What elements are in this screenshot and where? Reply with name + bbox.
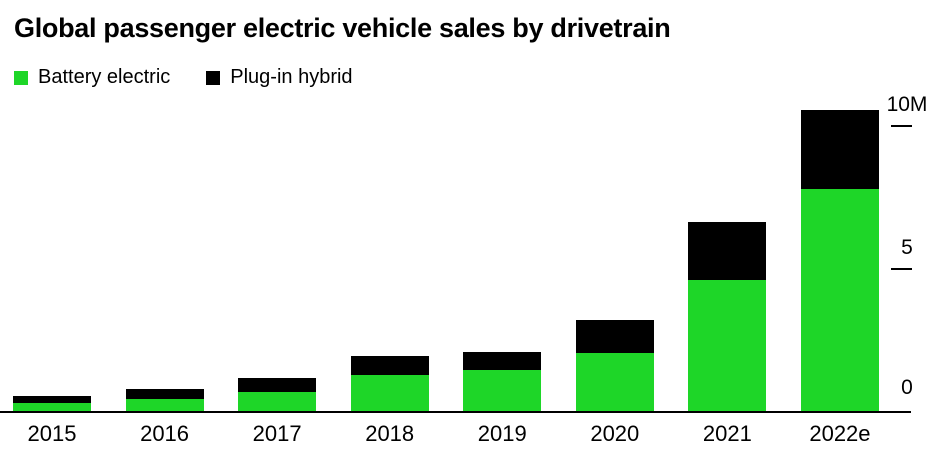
- bar-2021: [688, 222, 767, 412]
- bar-segment-battery-electric: [463, 370, 542, 412]
- bar-segment-battery-electric: [688, 279, 767, 412]
- bar-segment-battery-electric: [13, 403, 91, 412]
- legend-swatch-battery-electric-icon: [14, 70, 28, 85]
- legend-item-battery-electric: Battery electric: [14, 66, 170, 89]
- chart-title: Global passenger electric vehicle sales …: [14, 13, 671, 43]
- bar-segment-battery-electric: [800, 189, 879, 412]
- y-tick-label-5: 5: [901, 236, 913, 260]
- x-tick-label-2017: 2017: [252, 421, 302, 446]
- bar-segment-plug-in-hybrid: [125, 389, 204, 400]
- bar-2016: [125, 389, 204, 412]
- bar-2017: [238, 377, 317, 412]
- bar-segment-battery-electric: [350, 374, 429, 412]
- y-tick-label-10M: 10M: [886, 92, 928, 116]
- bar-segment-plug-in-hybrid: [800, 110, 879, 190]
- bar-2015: [13, 396, 91, 412]
- x-tick-label-2021: 2021: [702, 421, 752, 446]
- bar-2019: [463, 351, 542, 412]
- x-tick-label-2020: 2020: [590, 421, 640, 446]
- bar-2018: [350, 355, 429, 412]
- bar-segment-battery-electric: [575, 353, 654, 412]
- bar-segment-plug-in-hybrid: [688, 222, 767, 280]
- x-axis-line: [0, 411, 911, 413]
- x-tick-label-2019: 2019: [477, 421, 527, 446]
- bar-segment-plug-in-hybrid: [350, 355, 429, 375]
- x-tick-label-2016: 2016: [140, 421, 190, 446]
- x-tick-label-2015: 2015: [27, 421, 77, 446]
- bar-segment-battery-electric: [238, 391, 317, 412]
- bar-2022e: [800, 110, 879, 412]
- x-tick-label-2018: 2018: [365, 421, 415, 446]
- legend: Battery electric Plug-in hybrid: [14, 66, 353, 89]
- x-axis-labels: 2015 2016 2017 2018 2019 2020 2021 2022e: [13, 421, 879, 447]
- y-tick-mark-10M: [891, 124, 912, 127]
- legend-label-plug-in-hybrid: Plug-in hybrid: [230, 66, 353, 88]
- bar-segment-plug-in-hybrid: [13, 396, 91, 404]
- y-tick-mark-5: [891, 268, 912, 271]
- bar-group: [13, 92, 879, 412]
- bar-segment-plug-in-hybrid: [238, 377, 317, 392]
- bar-segment-plug-in-hybrid: [463, 351, 542, 371]
- y-tick-label-0: 0: [901, 376, 913, 399]
- bar-segment-plug-in-hybrid: [575, 320, 654, 354]
- legend-label-battery-electric: Battery electric: [38, 66, 171, 88]
- x-tick-label-2022e: 2022e: [809, 421, 871, 446]
- bar-segment-battery-electric: [125, 399, 204, 412]
- bar-2020: [575, 320, 654, 412]
- legend-swatch-plug-in-hybrid-icon: [206, 70, 221, 85]
- legend-item-plug-in-hybrid: Plug-in hybrid: [206, 66, 353, 89]
